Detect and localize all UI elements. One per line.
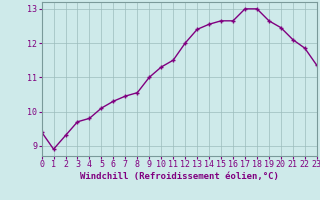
- X-axis label: Windchill (Refroidissement éolien,°C): Windchill (Refroidissement éolien,°C): [80, 172, 279, 181]
